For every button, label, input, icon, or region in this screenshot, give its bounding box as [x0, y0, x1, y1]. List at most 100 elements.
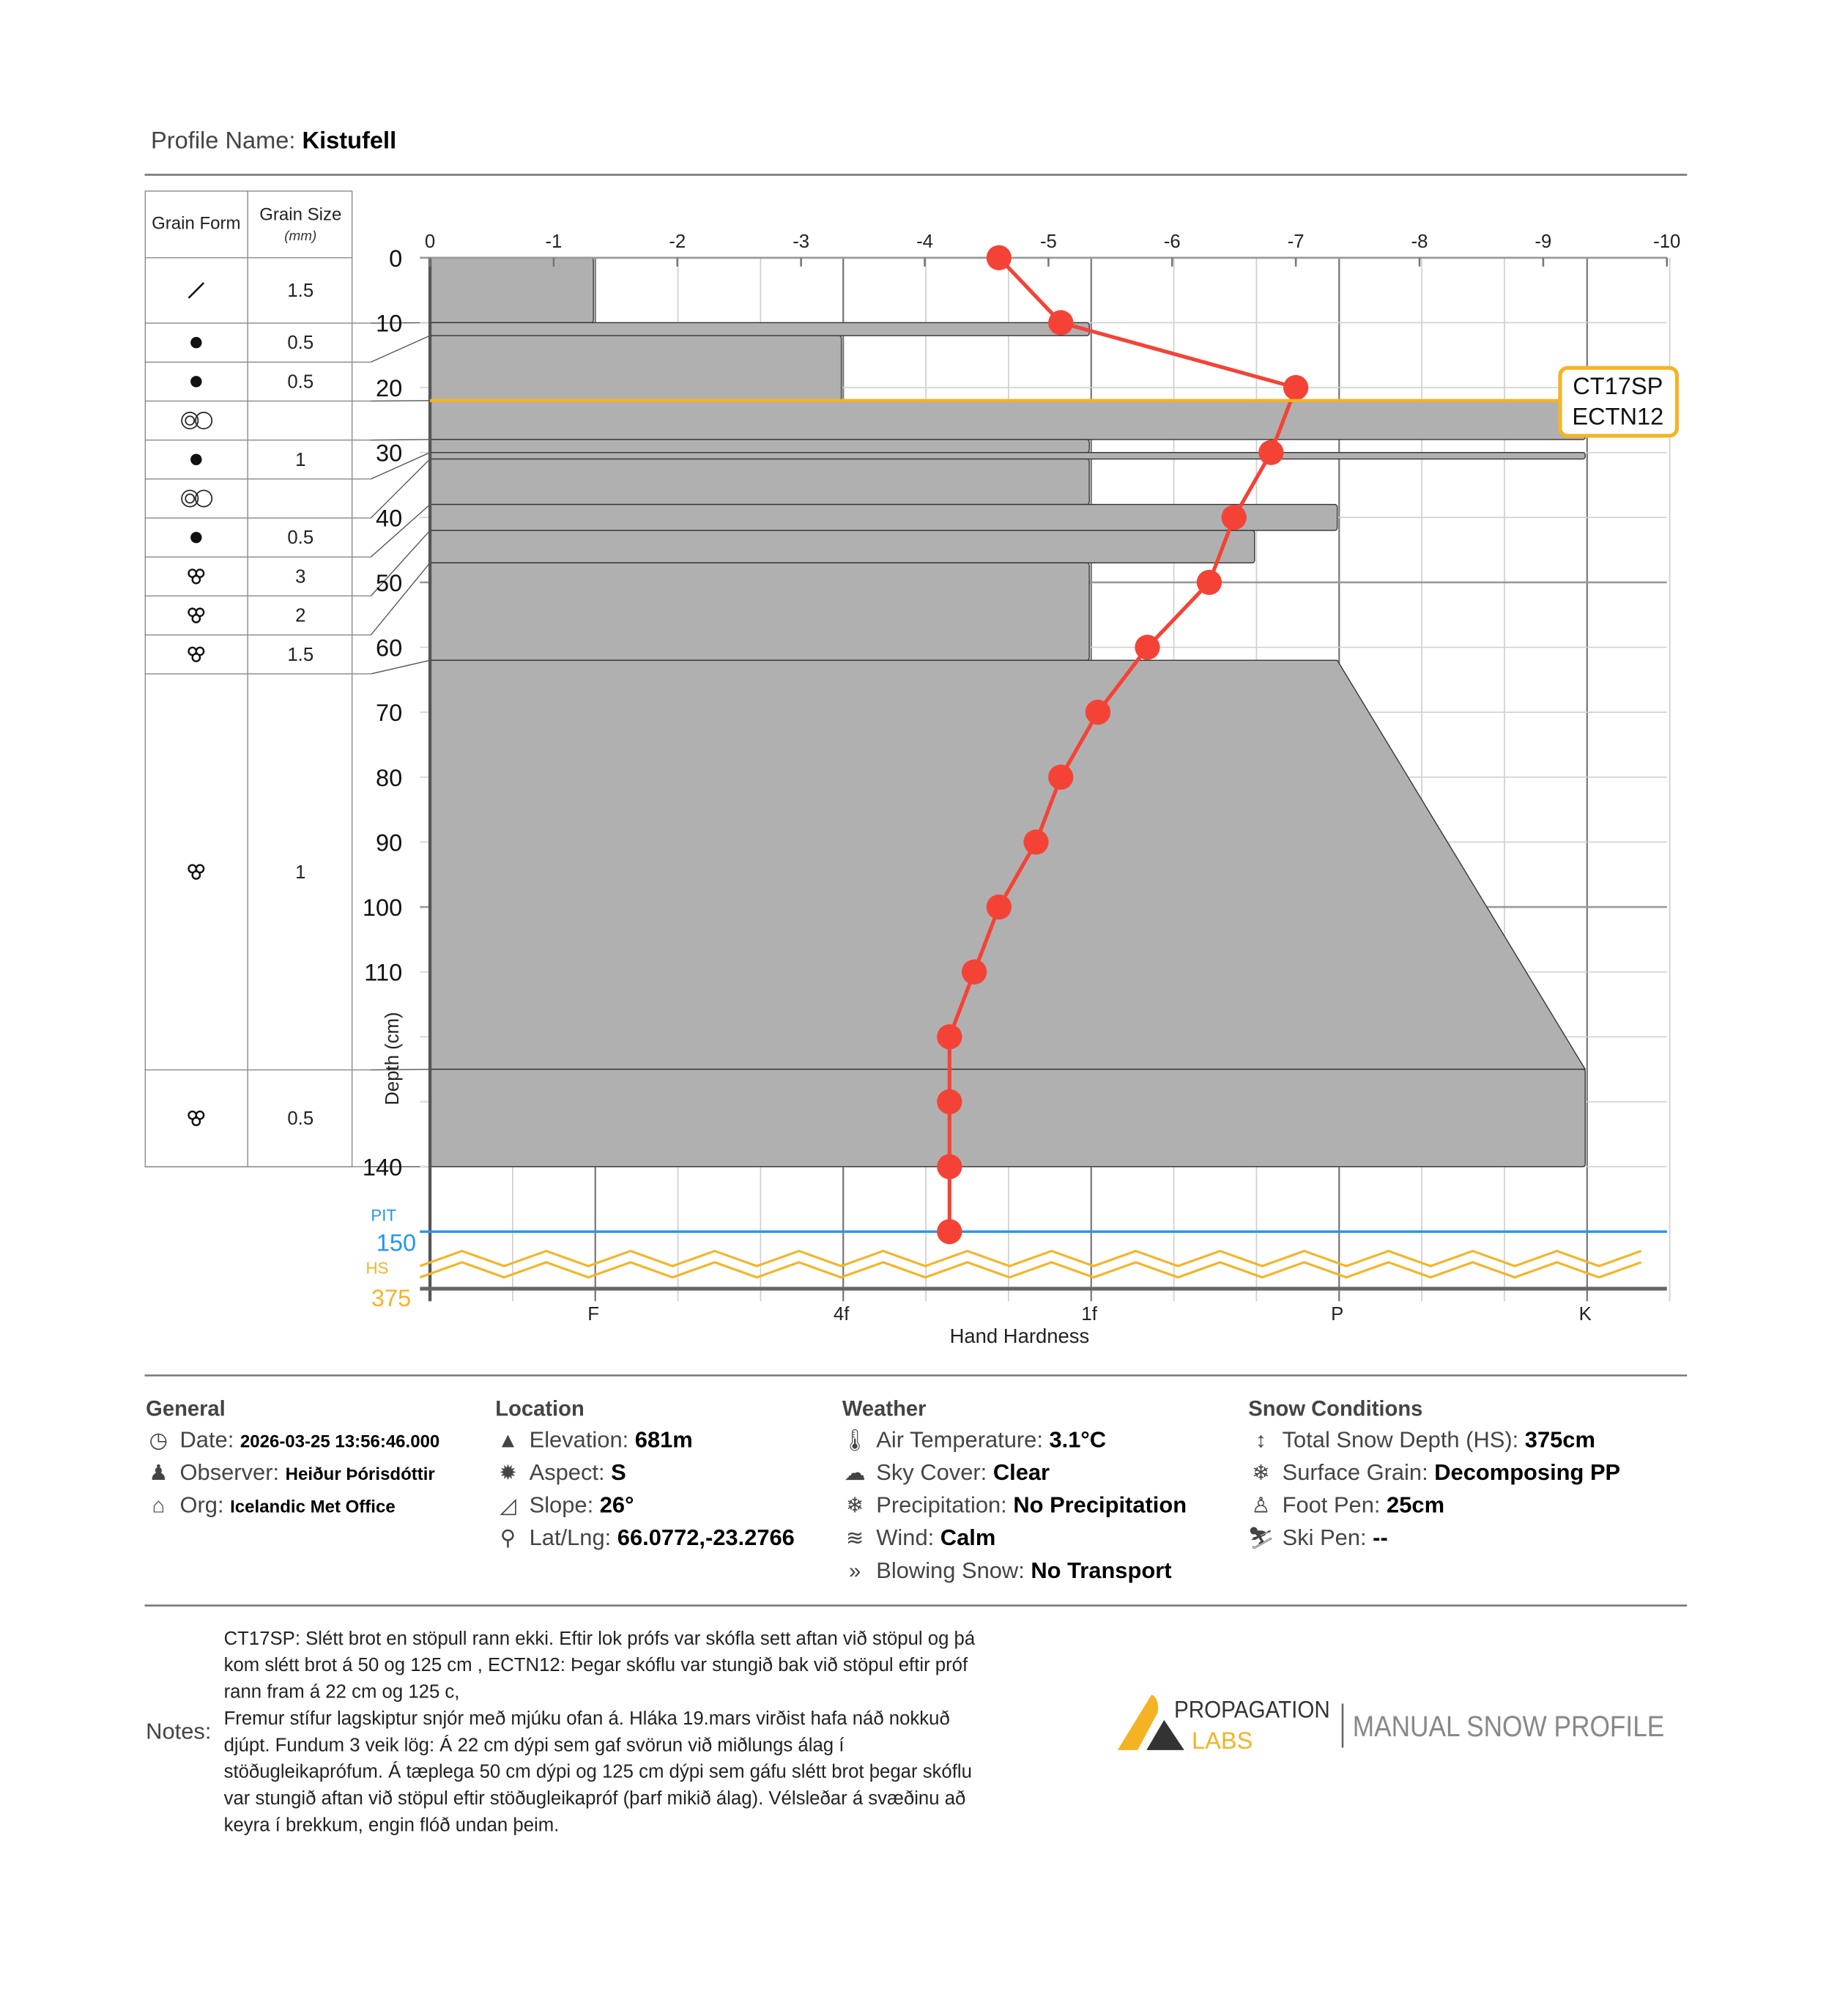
aspect-icon: ✹: [499, 1462, 516, 1485]
grain-form-rg-icon: [190, 531, 202, 544]
snow-layer-11: [429, 1068, 1586, 1168]
depth-tick-label: 60: [376, 634, 402, 662]
notes-section: Notes: CT17SP: Slétt brot en stöpull ran…: [146, 1629, 976, 1836]
info-row: Surface Grain: Decomposing PP: [1283, 1459, 1621, 1485]
notes-line: djúpt. Fundum 3 veik lög: Á 22 cm dýpi s…: [224, 1734, 845, 1755]
snow-layer-8: [429, 530, 1255, 564]
grain-form-header: Grain Form: [152, 213, 240, 233]
profile-name-value: Kistufell: [303, 127, 397, 154]
info-row: Ski Pen: --: [1283, 1525, 1388, 1550]
grain-size-unit: (mm): [284, 228, 316, 243]
temperature-point: [961, 959, 987, 985]
info-row: Org: Icelandic Met Office: [180, 1492, 396, 1518]
info-column-location: Location ▲ Elevation: 681m ✹ Aspect: S ◿ Slope…: [495, 1397, 795, 1550]
info-title-weather: Weather: [842, 1397, 927, 1421]
notes-line: kom slétt brot á 50 og 125 cm , ECTN12: …: [224, 1655, 968, 1675]
grain-form-mfcl-icon: [188, 568, 205, 585]
hs-value-label: 375: [371, 1284, 411, 1311]
temperature-point: [1135, 634, 1160, 660]
grain-size-value: 0.5: [287, 1108, 313, 1129]
grain-form-mfcr-icon: [181, 412, 213, 430]
temperature-point: [1283, 374, 1309, 401]
info-value: 681m: [635, 1426, 693, 1452]
notes-label: Notes:: [146, 1718, 211, 1744]
info-row: Precipitation: No Precipitation: [876, 1492, 1187, 1518]
temperature-tick-label: 0: [425, 232, 435, 252]
snow-profile-chart: 0 -1 -2 -3 -4 -5 -6 -7 -8 -9 -10 F 4f 1f P K Hand Hardne…: [363, 232, 1680, 1347]
logo-line1: PROPAGATION: [1174, 1695, 1330, 1722]
grain-form-mfcl-icon: [188, 607, 205, 623]
depth-tick-label: 50: [376, 569, 402, 596]
grain-form-rg-icon: [190, 336, 202, 349]
notes-line: Fremur stífur lagskiptur snjór með mjúku…: [224, 1708, 950, 1729]
info-label: Surface Grain:: [1283, 1459, 1435, 1485]
temperature-tick-label: -1: [545, 232, 562, 252]
info-row: Sky Cover: Clear: [876, 1459, 1050, 1485]
info-value: 3.1°C: [1050, 1426, 1107, 1452]
grain-table: Grain Form Grain Size (mm) 1.5 0.5 0.5 1 0.5…: [144, 190, 431, 1168]
snow-layer-2: [429, 335, 842, 401]
info-value: 25cm: [1387, 1492, 1444, 1518]
info-row: Lat/Lng: 66.0772,-23.2766: [530, 1525, 795, 1550]
hs-break-zigzag: [419, 1261, 1642, 1279]
snow-layer-6: [429, 458, 1090, 505]
snowflake-icon: ❄: [846, 1494, 864, 1518]
notes-line: CT17SP: Slétt brot en stöpull rann ekki.…: [224, 1629, 976, 1649]
depth-tick-label: 40: [376, 504, 402, 531]
depth-tick-label: 30: [376, 440, 402, 467]
grain-size-value: 0.5: [287, 527, 313, 548]
info-value: Decomposing PP: [1434, 1459, 1620, 1485]
grain-circle: [195, 412, 213, 430]
depth-tick-label: 80: [376, 764, 402, 791]
depth-icon: ↕: [1255, 1429, 1266, 1452]
grain-size-value: 0.5: [287, 333, 313, 353]
hardness-tick-label: F: [587, 1304, 599, 1325]
grain-stroke: [188, 282, 205, 299]
info-label: Lat/Lng:: [530, 1525, 617, 1550]
temperature-tick-label: -6: [1164, 232, 1181, 252]
grain-dot: [190, 453, 202, 465]
info-value: Heiður Þórisdóttir: [286, 1464, 435, 1484]
temperature-line: [947, 256, 1299, 1232]
grain-size-value: 2: [295, 606, 305, 626]
info-label: Total Snow Depth (HS):: [1283, 1426, 1525, 1452]
info-row: Observer: Heiður Þórisdóttir: [180, 1459, 435, 1485]
grain-circle: [191, 574, 201, 585]
info-label: Blowing Snow:: [876, 1558, 1031, 1583]
info-value: Calm: [940, 1525, 995, 1550]
logo-yellow-shape: [1117, 1694, 1158, 1750]
pit-depth-label: 150: [376, 1229, 416, 1256]
info-label: Date:: [180, 1426, 240, 1452]
temperature-tick-label: -10: [1653, 232, 1680, 252]
depth-tick-label: 140: [363, 1154, 402, 1181]
logo-line2: LABS: [1192, 1727, 1253, 1754]
grain-row-connector: [370, 562, 431, 636]
grain-form-rg-icon: [190, 376, 202, 388]
temperature-point: [1258, 440, 1284, 465]
pin-icon: ⚲: [500, 1527, 516, 1550]
grain-size-value: 1: [295, 862, 305, 883]
grain-form-mfcl-icon: [188, 1110, 205, 1127]
grain-table-frame: [144, 190, 353, 1168]
grain-dot: [190, 376, 202, 388]
info-column-snow: Snow Conditions ↕ Total Snow Depth (HS): 3…: [1247, 1397, 1620, 1550]
temperature-point: [986, 245, 1012, 270]
info-label: Slope:: [530, 1492, 600, 1518]
hardness-tick-label: 1f: [1081, 1304, 1097, 1325]
thermometer-icon: 🌡: [842, 1429, 869, 1452]
info-value: Clear: [993, 1459, 1050, 1485]
temperature-point: [937, 1089, 962, 1115]
info-row: Total Snow Depth (HS): 375cm: [1283, 1426, 1595, 1452]
grain-circle: [195, 489, 213, 508]
hardness-axis-label: Hand Hardness: [950, 1325, 1090, 1347]
cloud-icon: ☁: [845, 1462, 866, 1485]
grain-dot: [190, 336, 202, 349]
temperature-point: [937, 1154, 962, 1179]
depth-tick-label: 110: [364, 959, 402, 986]
hardness-tick-label: 4f: [834, 1304, 850, 1325]
grain-size-value: 3: [295, 566, 305, 587]
profile-name-label: Profile Name:: [151, 127, 295, 154]
temperature-point: [1023, 829, 1049, 855]
info-value: No Transport: [1031, 1558, 1171, 1583]
